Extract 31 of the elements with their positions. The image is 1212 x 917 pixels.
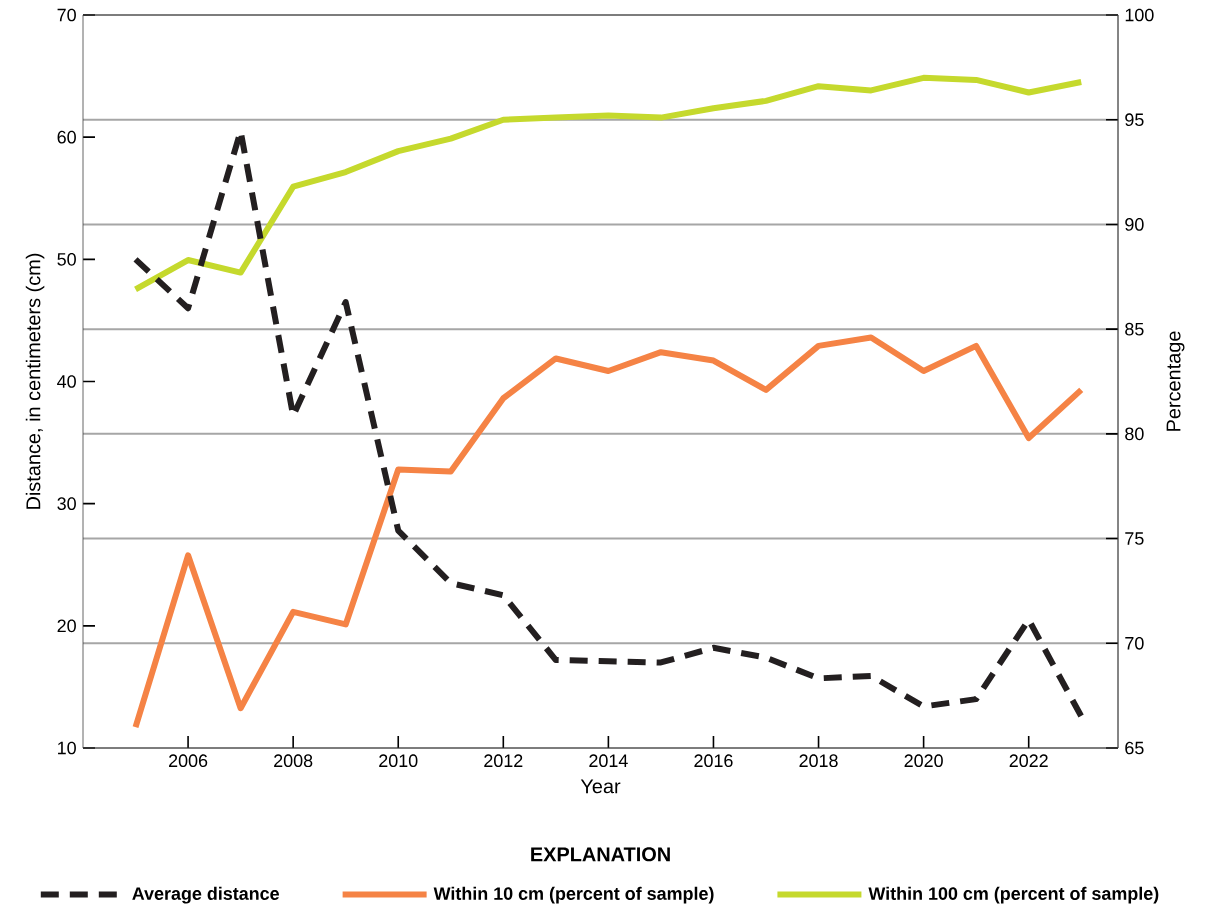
y-tick-label: 50 <box>57 252 76 266</box>
x-tick-label: 2018 <box>799 754 838 768</box>
legend-label: Average distance <box>132 886 279 904</box>
y2-axis-title: Percentage <box>1166 331 1185 431</box>
y2-tick-label: 75 <box>1125 532 1144 545</box>
x-tick-label: 2006 <box>169 754 208 768</box>
x-tick-label: 2010 <box>379 754 418 768</box>
legend-label: Within 10 cm (percent of sample) <box>433 886 714 904</box>
y-tick-label: 60 <box>57 130 76 144</box>
y2-tick-label: 100 <box>1125 8 1154 22</box>
y-tick-label: 30 <box>57 497 76 511</box>
y-tick-label: 10 <box>58 741 76 755</box>
y-tick-label: 20 <box>57 619 76 633</box>
y2-tick-label: 80 <box>1125 427 1144 441</box>
y2-tick-label: 95 <box>1125 113 1144 127</box>
y2-tick-label: 65 <box>1125 741 1144 755</box>
x-tick-label: 2020 <box>904 754 943 768</box>
legend-title: EXPLANATION <box>531 847 670 862</box>
x-tick-label: 2022 <box>1009 754 1048 768</box>
x-tick-label: 2012 <box>484 754 523 768</box>
x-tick-label: 2014 <box>589 754 628 768</box>
x-axis-title: Year <box>580 779 621 794</box>
legend-label: Within 100 cm (percent of sample) <box>868 886 1159 904</box>
y2-tick-label: 85 <box>1125 322 1144 336</box>
y-tick-label: 70 <box>57 8 76 22</box>
y2-tick-label: 70 <box>1125 636 1144 650</box>
y-tick-label: 40 <box>57 375 76 388</box>
y-axis-title: Distance, in centimeters (cm) <box>25 253 45 509</box>
y2-tick-label: 90 <box>1125 218 1144 231</box>
x-tick-label: 2008 <box>274 754 313 768</box>
x-tick-label: 2016 <box>694 754 733 768</box>
